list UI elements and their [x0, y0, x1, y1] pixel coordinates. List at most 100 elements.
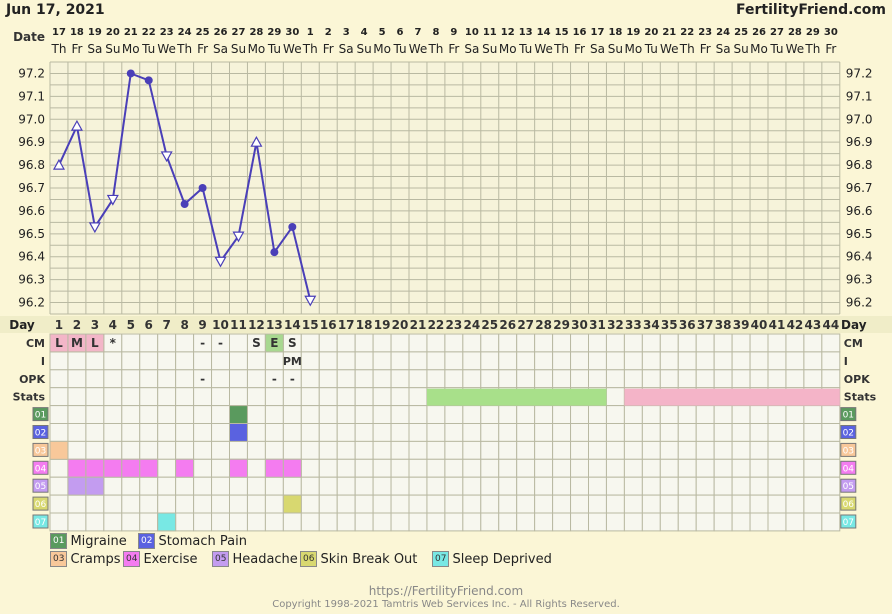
grid-cell [677, 476, 697, 496]
y-tick-label: 96.4 [846, 250, 873, 264]
y-tick-label: 96.9 [18, 135, 45, 149]
grid-cell [552, 512, 572, 532]
symptom-cell [264, 458, 284, 478]
symptom-cell [139, 458, 159, 478]
grid-cell [175, 333, 195, 353]
grid-cell [462, 494, 482, 514]
grid-cell [623, 423, 643, 442]
grid-cell [749, 405, 769, 425]
weekday-label: Tu [518, 42, 532, 56]
grid-cell [605, 494, 625, 514]
symptom-cell [282, 494, 302, 514]
cycle-day-label: 16 [320, 318, 337, 332]
grid-cell [803, 423, 823, 442]
symptom-code-left: 04 [35, 464, 47, 474]
grid-cell [767, 458, 787, 478]
grid-cell [193, 405, 213, 425]
grid-cell [588, 369, 607, 389]
date-day-label: 17 [52, 27, 66, 38]
grid-cell [121, 405, 141, 425]
legend-item-cramps: 03 Cramps [50, 551, 121, 567]
grid-cell [49, 494, 69, 514]
cycle-day-label: 40 [751, 318, 768, 332]
grid-cell [139, 369, 159, 389]
grid-cell [193, 512, 213, 532]
grid-cell [300, 494, 320, 514]
grid-cell [588, 476, 607, 496]
grid-cell [605, 405, 625, 425]
grid-cell [552, 423, 572, 442]
cm-value: S [288, 336, 297, 350]
cm-value: L [55, 336, 63, 350]
footer-url[interactable]: https://FertilityFriend.com [368, 584, 524, 598]
grid-cell [677, 512, 697, 532]
legend-label: Exercise [143, 551, 198, 567]
grid-cell [318, 458, 338, 478]
date-day-label: 20 [644, 27, 658, 38]
weekday-label: Su [105, 42, 120, 56]
grid-cell [264, 351, 284, 371]
symptom-code-right: 03 [843, 446, 854, 456]
grid-cell [408, 476, 428, 496]
grid-cell [157, 423, 177, 442]
grid-cell [372, 494, 392, 514]
cm-value: - [218, 336, 223, 350]
grid-cell [498, 333, 518, 353]
grid-cell [85, 440, 105, 460]
grid-cell [803, 351, 823, 371]
symptom-code-left-box [32, 425, 49, 439]
y-tick-label: 96.3 [18, 273, 45, 287]
cycle-day-label: 8 [180, 318, 188, 332]
grid-cell [49, 387, 69, 407]
grid-cell [372, 369, 392, 389]
grid-cell [426, 351, 446, 371]
grid-cell [731, 440, 751, 460]
grid-cell [498, 423, 518, 442]
grid-cell [175, 440, 195, 460]
grid-cell [623, 351, 643, 371]
symptom-code-left-box [32, 514, 49, 529]
weekday-label: Sa [464, 42, 479, 56]
grid-cell [408, 440, 428, 460]
cycle-day-label: 11 [230, 318, 247, 332]
grid-cell [282, 440, 302, 460]
grid-cell [695, 458, 715, 478]
weekday-label: We [534, 42, 553, 56]
grid-cell [246, 458, 266, 478]
grid-cell [570, 369, 589, 389]
legend-item-sleep-deprived: 07 Sleep Deprived [432, 551, 552, 567]
weekday-label: Fr [323, 42, 334, 56]
date-day-label: 8 [432, 27, 439, 38]
symptom-cell [157, 512, 177, 532]
grid-cell [498, 369, 518, 389]
grid-cell [264, 440, 284, 460]
grid-cell [552, 351, 572, 371]
grid-cell [157, 333, 177, 353]
grid-cell [229, 351, 248, 371]
symptom-code-right-box [840, 478, 857, 493]
grid-cell [193, 440, 213, 460]
grid-cell [588, 458, 607, 478]
legend-item-headache: 05 Headache [212, 551, 298, 567]
brand-name[interactable]: FertilityFriend.com [736, 2, 886, 18]
grid-cell [103, 423, 123, 442]
grid-cell [408, 423, 428, 442]
symptom-code-left: 01 [35, 411, 46, 421]
cycle-day-label: 15 [302, 318, 319, 332]
y-tick-label: 97.2 [846, 66, 873, 80]
grid-cell [767, 512, 787, 532]
grid-cell [821, 512, 841, 532]
grid-cell [605, 387, 625, 407]
grid-cell [300, 351, 320, 371]
grid-cell [211, 423, 231, 442]
grid-cell [300, 458, 320, 478]
date-day-label: 24 [178, 27, 192, 38]
symptom-code-right: 06 [843, 500, 855, 510]
grid-cell [67, 387, 87, 407]
grid-cell [193, 423, 213, 442]
legend-label: Migraine [70, 533, 127, 549]
weekday-label: Sa [716, 42, 731, 56]
y-tick-label: 96.7 [18, 181, 45, 195]
y-tick-label: 97.0 [846, 112, 873, 126]
